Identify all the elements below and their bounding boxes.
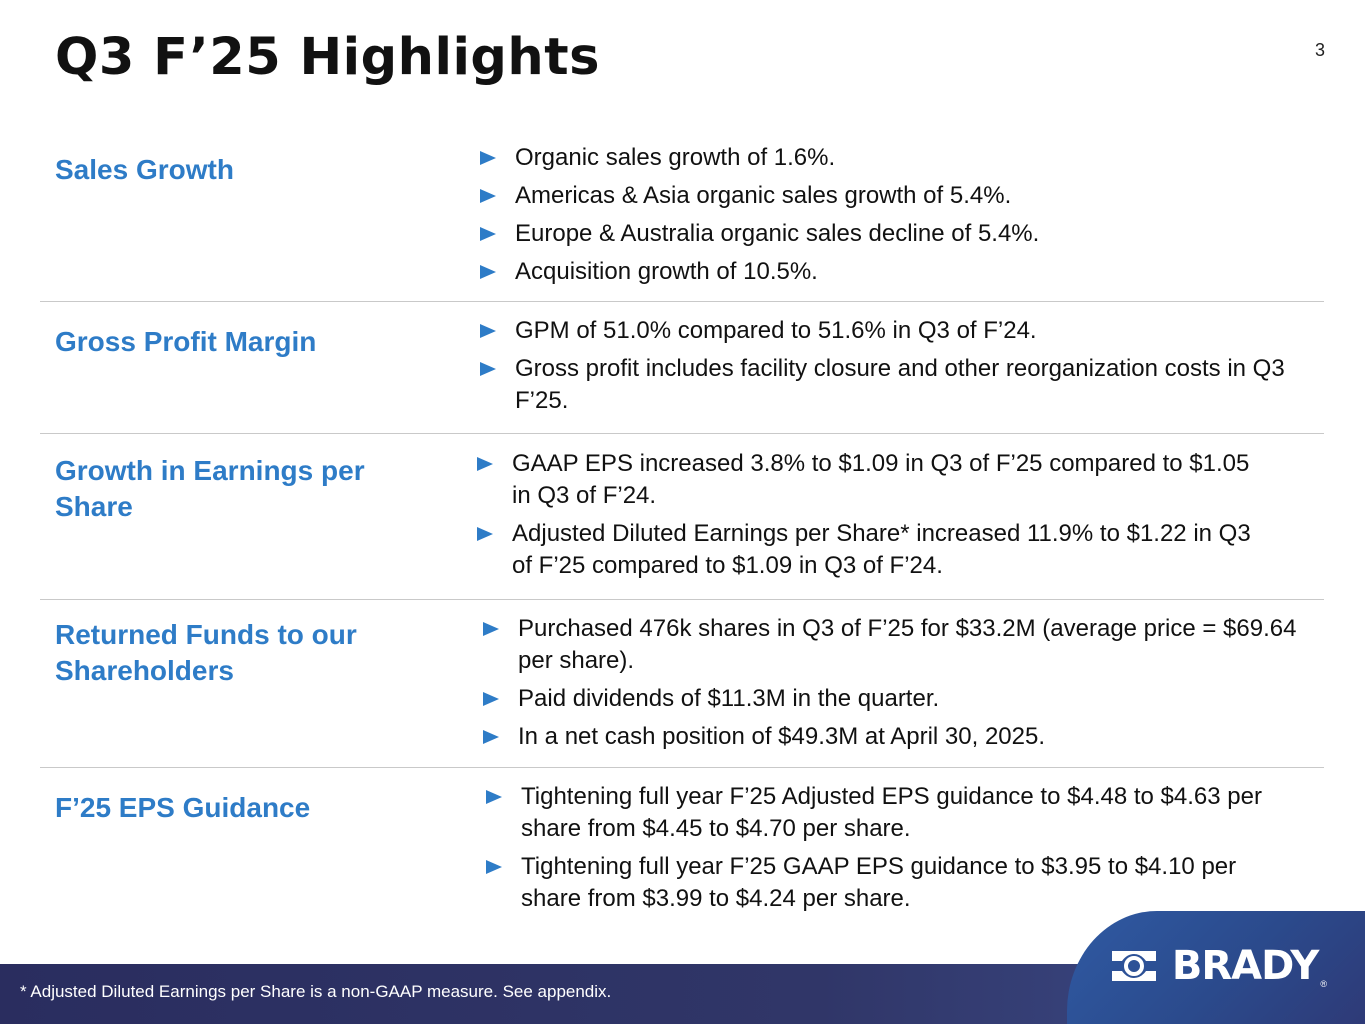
triangle-bullet-icon	[480, 227, 496, 241]
triangle-bullet-icon	[483, 692, 499, 706]
triangle-bullet-icon	[486, 860, 502, 874]
list-item: Paid dividends of $11.3M in the quarter.	[483, 683, 1323, 715]
list-item: Acquisition growth of 10.5%.	[480, 256, 1320, 288]
logo-tab: BRADY ®	[1067, 911, 1365, 1024]
triangle-bullet-icon	[480, 151, 496, 165]
section-sales-growth: Sales Growth Organic sales growth of 1.6…	[40, 140, 1324, 302]
section-heading: F’25 EPS Guidance	[55, 792, 311, 823]
triangle-bullet-icon	[480, 265, 496, 279]
brady-logo-icon	[1111, 951, 1156, 981]
bullet-text: Europe & Australia organic sales decline…	[515, 220, 1040, 247]
triangle-bullet-icon	[477, 527, 493, 541]
bullet-text: Adjusted Diluted Earnings per Share* inc…	[512, 520, 1251, 579]
bullet-text: In a net cash position of $49.3M at Apri…	[518, 723, 1046, 750]
bullet-text: Americas & Asia organic sales growth of …	[515, 182, 1012, 209]
bullet-text: Tightening full year F’25 GAAP EPS guida…	[521, 853, 1237, 912]
triangle-bullet-icon	[480, 189, 496, 203]
list-item: Purchased 476k shares in Q3 of F’25 for …	[483, 613, 1323, 677]
brady-logo: BRADY ®	[1110, 943, 1327, 989]
triangle-bullet-icon	[477, 457, 493, 471]
bullet-list: Purchased 476k shares in Q3 of F’25 for …	[483, 613, 1323, 759]
bullet-text: Purchased 476k shares in Q3 of F’25 for …	[518, 615, 1297, 674]
bullet-text: Acquisition growth of 10.5%.	[515, 258, 818, 285]
bullet-text: GPM of 51.0% compared to 51.6% in Q3 of …	[515, 317, 1037, 344]
triangle-bullet-icon	[480, 362, 496, 376]
list-item: Tightening full year F’25 GAAP EPS guida…	[486, 851, 1276, 915]
triangle-bullet-icon	[483, 730, 499, 744]
bullet-text: Tightening full year F’25 Adjusted EPS g…	[521, 783, 1262, 842]
slide-title: Q3 F’25 Highlights	[55, 28, 600, 87]
bullet-text: Paid dividends of $11.3M in the quarter.	[518, 685, 940, 712]
bullet-list: GAAP EPS increased 3.8% to $1.09 in Q3 o…	[477, 448, 1267, 588]
section-gross-profit-margin: Gross Profit Margin GPM of 51.0% compare…	[40, 302, 1324, 434]
list-item: Gross profit includes facility closure a…	[480, 353, 1324, 417]
triangle-bullet-icon	[483, 622, 499, 636]
triangle-bullet-icon	[486, 790, 502, 804]
section-growth-in-eps: Growth in Earnings per Share GAAP EPS in…	[40, 434, 1324, 600]
footnote: * Adjusted Diluted Earnings per Share is…	[20, 982, 612, 1001]
bullet-list: Organic sales growth of 1.6%. Americas &…	[480, 142, 1320, 294]
triangle-bullet-icon	[480, 324, 496, 338]
list-item: Tightening full year F’25 Adjusted EPS g…	[486, 781, 1276, 845]
bullet-text: Gross profit includes facility closure a…	[515, 355, 1285, 414]
list-item: In a net cash position of $49.3M at Apri…	[483, 721, 1323, 753]
section-returned-funds: Returned Funds to our Shareholders Purch…	[40, 600, 1324, 768]
bullet-text: GAAP EPS increased 3.8% to $1.09 in Q3 o…	[512, 450, 1250, 509]
section-eps-guidance: F’25 EPS Guidance Tightening full year F…	[40, 768, 1324, 918]
bullet-list: Tightening full year F’25 Adjusted EPS g…	[486, 781, 1276, 921]
bullet-text: Organic sales growth of 1.6%.	[515, 144, 836, 171]
list-item: Americas & Asia organic sales growth of …	[480, 180, 1320, 212]
list-item: Adjusted Diluted Earnings per Share* inc…	[477, 518, 1267, 582]
section-heading: Sales Growth	[55, 154, 234, 185]
registered-mark: ®	[1320, 979, 1327, 989]
section-heading: Growth in Earnings per Share	[55, 455, 365, 522]
bullet-list: GPM of 51.0% compared to 51.6% in Q3 of …	[480, 315, 1324, 423]
page-number: 3	[1314, 40, 1325, 60]
list-item: GPM of 51.0% compared to 51.6% in Q3 of …	[480, 315, 1324, 347]
section-heading: Returned Funds to our Shareholders	[55, 619, 357, 686]
section-heading: Gross Profit Margin	[55, 326, 317, 357]
list-item: Europe & Australia organic sales decline…	[480, 218, 1320, 250]
logo-text: BRADY	[1171, 943, 1320, 989]
list-item: GAAP EPS increased 3.8% to $1.09 in Q3 o…	[477, 448, 1267, 512]
list-item: Organic sales growth of 1.6%.	[480, 142, 1320, 174]
